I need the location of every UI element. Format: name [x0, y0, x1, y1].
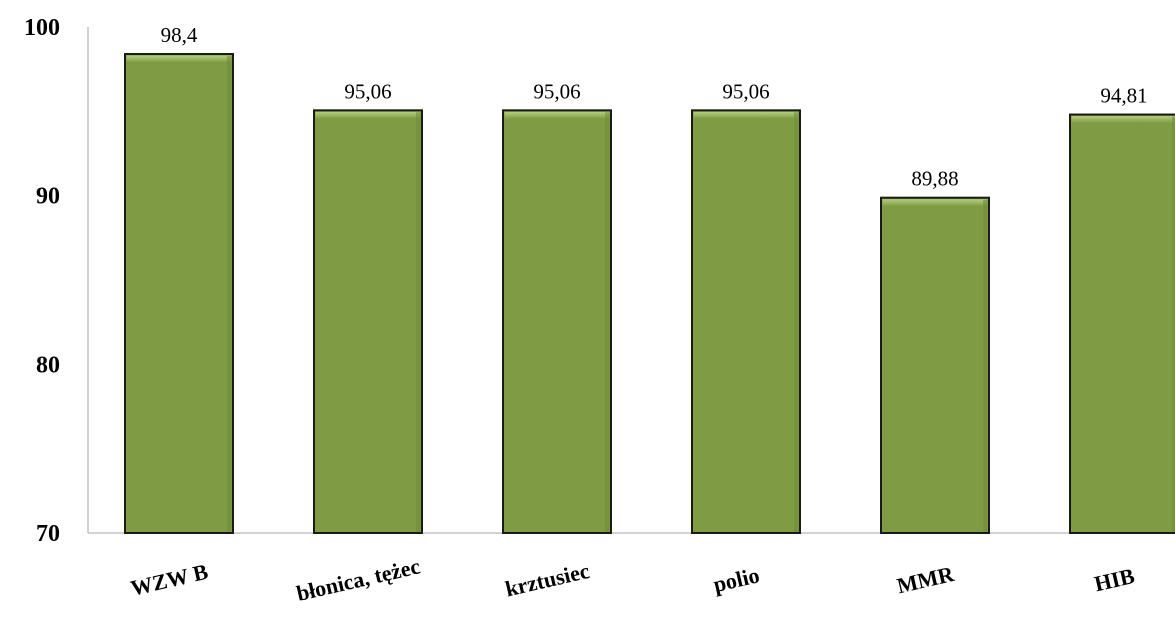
x-tick-label-4: MMR: [895, 561, 958, 599]
y-tick-label-90: 90: [36, 184, 60, 210]
y-tick-label-80: 80: [36, 352, 60, 378]
data-labels: 98,4 95,06 95,06 95,06 89,88 94,81: [161, 23, 1148, 191]
y-tick-label-70: 70: [36, 521, 60, 547]
data-label-5: 94,81: [1100, 84, 1147, 108]
x-tick-labels: WZW B błonica, tężec krztusiec polio MMR HIB: [128, 553, 1137, 606]
bar-3: [691, 109, 801, 535]
bar-highlight-4: [882, 199, 988, 207]
bar-highlight-0: [126, 55, 232, 63]
bars: [124, 52, 1175, 535]
x-tick-label-5: HIB: [1092, 563, 1137, 597]
bar-highlight-2: [504, 111, 610, 119]
bar-2: [502, 109, 612, 535]
bar-4: [880, 196, 990, 534]
x-tick-label-2: krztusiec: [503, 558, 592, 602]
bar-shade-2: [605, 112, 610, 532]
data-label-2: 95,06: [533, 79, 580, 103]
bar-0: [124, 52, 234, 535]
data-label-3: 95,06: [722, 79, 769, 103]
bar-highlight-1: [315, 111, 421, 119]
bar-5: [1069, 113, 1175, 535]
data-label-1: 95,06: [344, 79, 391, 103]
x-tick-label-3: polio: [711, 562, 762, 597]
bar-shade-4: [983, 199, 988, 532]
y-tick-labels: 70 80 90 100: [24, 15, 60, 547]
bar-highlight-5: [1071, 116, 1175, 124]
bar-highlight-3: [693, 111, 799, 119]
bar-shade-0: [227, 55, 232, 533]
x-tick-label-1: błonica, tężec: [294, 553, 422, 606]
bar-shade-5: [1172, 116, 1175, 533]
bar-shade-1: [416, 112, 421, 532]
data-label-0: 98,4: [161, 23, 198, 47]
y-tick-label-100: 100: [24, 15, 60, 41]
x-tick-label-0: WZW B: [128, 559, 210, 601]
data-label-4: 89,88: [911, 167, 958, 191]
bar-shade-3: [794, 112, 799, 532]
bar-1: [313, 109, 423, 535]
